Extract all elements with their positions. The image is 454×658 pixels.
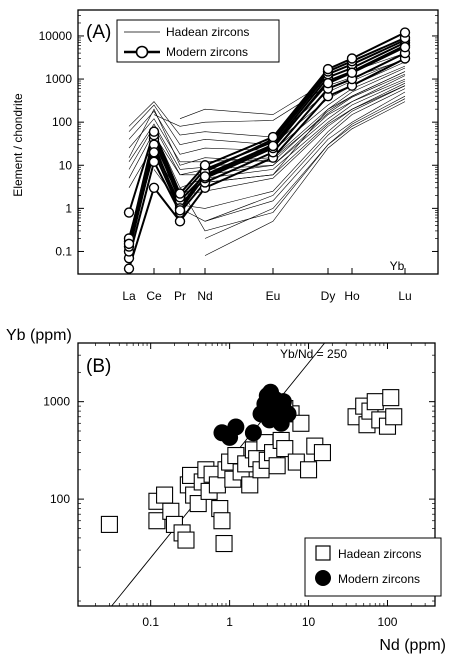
modern-point [148,126,160,137]
modern-point [227,418,245,436]
modern-point [346,67,358,78]
panel-a-x-tick-label: Dy [321,289,336,303]
hadean-point [215,534,233,553]
hadean-line [179,95,406,232]
modern-point [322,78,334,89]
hadean-point [213,512,231,530]
panel-b-y-tick-label: 1000 [43,395,70,409]
panel-a-frame [77,9,439,275]
modern-point [262,383,280,401]
hadean-line [204,101,406,256]
hadean-point [385,408,403,426]
modern-point [123,263,135,274]
modern-point [346,53,358,64]
panel-a-x-tick-label: Eu [266,289,281,303]
panel-b-xlabel: Nd (ppm) [379,637,446,654]
panel-a-legend: Hadean zircons Modern zircons [116,19,280,63]
hadean-point [156,486,174,504]
panel-b-reference-label: Yb/Nd = 250 [280,347,347,361]
panel-b-label: (B) [86,356,111,377]
hadean-point [382,389,400,407]
panel-a: (A) Element / chondrite 0.1 1 10 100 1000 100… [11,9,439,303]
hadean-line [204,98,406,239]
panel-a-x-tick-label: Pr [174,289,186,303]
panel-b-x-tick-label: 1 [226,615,233,629]
panel-a-yb-label: Yb [390,259,405,273]
panel-a-x-tick-label: Lu [398,289,411,303]
hadean-point [292,414,310,432]
legend-hadean-square-icon [315,545,331,561]
modern-point [148,147,160,158]
panel-a-label: (A) [86,22,111,43]
legend-modern-filled-circle-icon [315,570,331,586]
hadean-line [128,58,406,138]
modern-point [148,182,160,193]
modern-point [199,160,211,171]
modern-point [399,27,411,38]
panel-a-y-tick-label: 10000 [39,29,73,43]
modern-point [267,131,279,143]
legend-hadean-label: Hadean zircons [166,25,249,39]
panel-b-x-tick-label: 100 [377,615,397,629]
panel-a-series [123,27,411,274]
modern-point [244,424,262,442]
modern-point [174,188,186,199]
panel-a-x-tick-label: Nd [197,289,212,303]
hadean-point [208,476,226,494]
modern-point [123,207,135,218]
modern-point [322,63,334,75]
modern-point [174,216,186,227]
panel-a-x-tick-label: La [122,289,136,303]
panel-b-x-tick-label: 10 [302,615,316,629]
panel-a-y-axis: 0.1 1 10 100 1000 10000 [39,9,438,258]
hadean-point [241,476,259,494]
hadean-line [204,88,406,222]
hadean-point [299,461,318,479]
modern-point [399,41,411,53]
modern-point [123,238,135,250]
hadean-line [153,78,406,176]
hadean-point [313,444,331,462]
panel-a-x-axis: La Ce Pr Nd Eu Dy Ho Lu [122,268,412,303]
panel-b-x-axis: 0.1 1 10 100 [95,343,436,629]
legend-b-hadean-label: Hadean zircons [338,547,421,561]
panel-b-points [100,383,403,553]
hadean-point [366,393,384,411]
panel-a-y-tick-label: 0.1 [55,244,72,258]
hadean-line [204,71,406,183]
modern-point [279,405,297,423]
panel-b-y-axis: 100 1000 [43,342,435,607]
hadean-point [148,512,166,530]
modern-point [174,205,186,216]
hadean-point [177,531,195,549]
panel-a-y-tick-label: 1 [65,201,72,215]
hadean-point [268,457,286,475]
modern-point [267,140,279,152]
panel-b-legend: Hadean zircons Modern zircons [304,537,442,597]
panel-b-y-tick-label: 100 [50,492,70,506]
panel-b: Yb (ppm) (B) 100 1000 0.1 1 10 100 Yb/Nd = 2… [6,327,446,654]
legend-b-modern-label: Modern zircons [338,572,420,586]
panel-a-ylabel: Element / chondrite [11,93,25,197]
panel-a-x-tick-label: Ce [146,289,162,303]
panel-b-frame [77,342,436,607]
panel-a-y-tick-label: 100 [52,115,72,129]
panel-a-x-tick-label: Ho [344,289,360,303]
modern-point [199,171,211,182]
panel-b-x-tick-label: 0.1 [142,615,159,629]
hadean-point [100,515,118,533]
modern-line [128,57,406,269]
legend-modern-circle-icon [135,45,149,59]
panel-a-y-tick-label: 10 [59,158,73,172]
hadean-line [179,91,406,222]
hadean-point [276,440,294,458]
legend-modern-label: Modern zircons [166,45,248,59]
modern-point [148,156,160,168]
panel-b-ylabel: Yb (ppm) [6,327,72,344]
panel-a-y-tick-label: 1000 [45,72,72,86]
